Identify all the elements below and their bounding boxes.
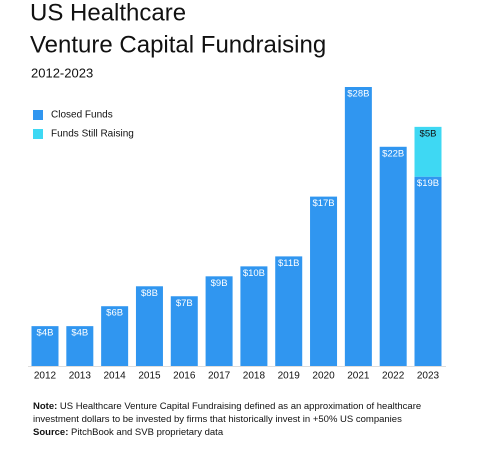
note-text: US Healthcare Venture Capital Fundraisin… — [33, 401, 422, 425]
value-label: $4B — [37, 328, 54, 339]
x-tick-label: 2021 — [347, 371, 370, 382]
value-label: $7B — [176, 298, 193, 309]
x-tick-label: 2019 — [278, 371, 301, 382]
x-tick-label: 2014 — [104, 371, 127, 382]
legend-label: Funds Still Raising — [51, 129, 134, 140]
chart: US Healthcare Venture Capital Fundraisin… — [28, 0, 446, 382]
value-label: $5B — [420, 128, 437, 139]
bar — [205, 276, 233, 366]
x-tick-label: 2015 — [138, 371, 161, 382]
x-tick-label: 2017 — [208, 371, 231, 382]
bar — [66, 326, 94, 366]
bar — [135, 286, 163, 366]
x-tick-label: 2012 — [34, 371, 57, 382]
bar — [170, 296, 198, 366]
source-label: Source: — [33, 427, 69, 438]
note-label: Note: — [33, 401, 58, 412]
bar — [379, 146, 407, 366]
bar — [240, 266, 268, 366]
value-label: $22B — [382, 148, 404, 159]
note: Note: US Healthcare Venture Capital Fund… — [33, 400, 433, 426]
x-tick-label: 2020 — [312, 371, 335, 382]
chart-title: US Healthcare — [30, 0, 186, 26]
source: Source: PitchBook and SVB proprietary da… — [33, 426, 433, 439]
value-label: $8B — [141, 288, 158, 299]
legend-label: Closed Funds — [51, 110, 113, 121]
bar — [31, 326, 59, 366]
value-label: $9B — [211, 278, 228, 289]
bar — [101, 306, 129, 366]
bar — [414, 126, 442, 177]
source-text: PitchBook and SVB proprietary data — [71, 427, 224, 438]
chart-subtitle: 2012-2023 — [31, 65, 93, 80]
value-label: $6B — [106, 308, 123, 319]
chart-title: Venture Capital Fundraising — [30, 31, 326, 58]
bar — [414, 176, 442, 366]
notes: Note: US Healthcare Venture Capital Fund… — [33, 400, 433, 439]
legend-swatch — [33, 110, 43, 120]
x-tick-label: 2018 — [243, 371, 266, 382]
value-label: $11B — [278, 258, 299, 269]
value-label: $28B — [347, 89, 369, 100]
legend-swatch — [33, 129, 43, 139]
bar — [344, 87, 372, 366]
x-tick-label: 2023 — [417, 371, 440, 382]
bar — [310, 196, 338, 366]
value-label: $4B — [71, 328, 88, 339]
x-tick-label: 2013 — [69, 371, 92, 382]
x-tick-label: 2022 — [382, 371, 405, 382]
x-tick-label: 2016 — [173, 371, 196, 382]
value-label: $17B — [312, 198, 334, 209]
value-label: $10B — [243, 268, 265, 279]
bar — [275, 256, 303, 366]
value-label: $19B — [417, 178, 439, 189]
